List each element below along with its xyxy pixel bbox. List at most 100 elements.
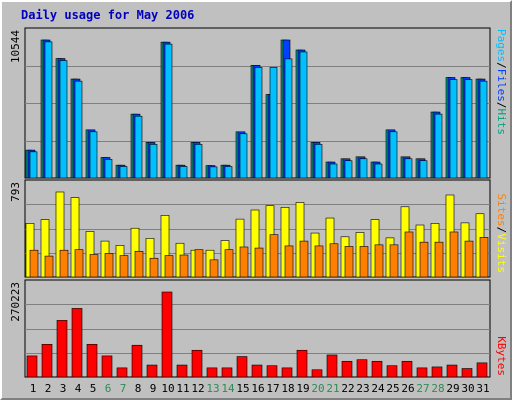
x-tick-label-9: 9 — [150, 382, 157, 395]
kbytes-bar-22 — [341, 360, 353, 378]
pages-bar-26 — [404, 158, 413, 179]
sites-bar-17 — [269, 234, 279, 278]
kbytes-bar-1 — [26, 355, 38, 378]
pages-bar-5 — [89, 131, 98, 179]
legend-pages-files-hits-pages: Pages — [495, 29, 508, 62]
pages-bar-28 — [434, 113, 443, 179]
pages-bar-22 — [344, 160, 353, 179]
sites-bar-13 — [209, 259, 219, 278]
x-tick-label-27: 27 — [416, 382, 429, 395]
pages-bar-6 — [104, 159, 113, 179]
y-max-label-2: 793 — [9, 182, 22, 202]
sites-bar-10 — [164, 255, 174, 278]
x-tick-label-11: 11 — [176, 382, 189, 395]
kbytes-bar-12 — [191, 349, 203, 378]
kbytes-bar-8 — [131, 344, 143, 378]
x-tick-label-15: 15 — [236, 382, 249, 395]
legend-sites-visits: Sites/Visits — [495, 194, 508, 274]
sites-bar-14 — [224, 249, 234, 278]
kbytes-bar-11 — [176, 364, 188, 378]
x-tick-label-31: 31 — [476, 382, 489, 395]
x-tick-label-2: 2 — [45, 382, 52, 395]
pages-bar-1 — [29, 151, 38, 179]
pages-bar-16 — [254, 67, 263, 179]
kbytes-bar-25 — [386, 365, 398, 378]
sites-bar-19 — [299, 240, 309, 278]
x-tick-label-28: 28 — [431, 382, 444, 395]
sites-bar-24 — [374, 244, 384, 278]
legend-pages-files-hits: Pages/Files/Hits — [495, 29, 508, 135]
pages-bar-25 — [389, 131, 398, 179]
kbytes-bar-9 — [146, 364, 158, 378]
kbytes-bar-15 — [236, 356, 248, 378]
sites-bar-28 — [434, 241, 444, 278]
kbytes-bar-13 — [206, 367, 218, 378]
x-tick-label-8: 8 — [135, 382, 142, 395]
sites-bar-1 — [29, 249, 39, 278]
x-tick-label-30: 30 — [461, 382, 474, 395]
pages-bar-14 — [224, 166, 233, 179]
legend-pages-files-hits-files: Files — [495, 69, 508, 102]
pages-bar-30 — [464, 79, 473, 179]
sites-bar-9 — [149, 257, 159, 278]
pages-bar-12 — [194, 144, 203, 179]
sites-bar-26 — [404, 231, 414, 278]
kbytes-bar-20 — [311, 369, 323, 378]
kbytes-bar-10 — [161, 291, 173, 378]
pages-bar-23 — [359, 158, 368, 179]
x-tick-label-18: 18 — [281, 382, 294, 395]
x-tick-label-21: 21 — [326, 382, 339, 395]
pages-bar-31 — [479, 80, 488, 179]
x-tick-label-1: 1 — [30, 382, 37, 395]
x-tick-label-23: 23 — [356, 382, 369, 395]
kbytes-bar-28 — [431, 366, 443, 378]
x-tick-label-20: 20 — [311, 382, 324, 395]
sites-bar-16 — [254, 247, 264, 278]
pages-bar-24 — [374, 163, 383, 179]
pages-bar-20 — [314, 144, 323, 179]
sites-bar-22 — [344, 246, 354, 278]
pages-bar-11 — [179, 166, 188, 179]
kbytes-bar-21 — [326, 354, 338, 378]
x-tick-label-14: 14 — [221, 382, 235, 395]
kbytes-bar-3 — [56, 320, 68, 378]
pages-bar-19 — [299, 51, 308, 179]
sites-bar-4 — [74, 249, 84, 278]
sites-bar-31 — [479, 237, 489, 278]
x-tick-label-29: 29 — [446, 382, 459, 395]
sites-bar-29 — [449, 231, 459, 278]
pages-bar-3 — [59, 60, 68, 179]
sites-bar-12 — [194, 249, 204, 278]
x-tick-label-22: 22 — [341, 382, 354, 395]
legend-pages-files-hits-hits: Hits — [495, 109, 508, 136]
pages-bar-2 — [44, 41, 53, 179]
legend-sites-visits-visits: Visits — [495, 233, 508, 273]
pages-bar-8 — [134, 115, 143, 179]
x-tick-label-25: 25 — [386, 382, 399, 395]
kbytes-bar-24 — [371, 360, 383, 378]
kbytes-bar-2 — [41, 343, 53, 378]
pages-bar-29 — [449, 79, 458, 179]
kbytes-bar-17 — [266, 365, 278, 378]
x-tick-label-24: 24 — [371, 382, 385, 395]
legend-pages-files-hits-: / — [495, 62, 508, 69]
x-tick-label-7: 7 — [120, 382, 127, 395]
sites-bar-15 — [239, 246, 249, 278]
chart-title: Daily usage for May 2006 — [21, 8, 195, 22]
y-max-label-3: 270223 — [9, 282, 22, 322]
kbytes-bar-27 — [416, 367, 428, 378]
sites-bar-25 — [389, 244, 399, 278]
x-tick-label-17: 17 — [266, 382, 279, 395]
sites-bar-11 — [179, 254, 189, 278]
pages-bar-7 — [119, 166, 128, 179]
pages-bar-18 — [284, 58, 293, 179]
x-tick-label-16: 16 — [251, 382, 264, 395]
sites-bar-20 — [314, 245, 324, 278]
sites-bar-6 — [104, 253, 114, 278]
kbytes-bar-7 — [116, 367, 128, 378]
pages-bar-10 — [164, 43, 173, 179]
pages-bar-27 — [419, 160, 428, 179]
sites-bar-2 — [44, 255, 54, 278]
sites-bar-7 — [119, 255, 129, 278]
